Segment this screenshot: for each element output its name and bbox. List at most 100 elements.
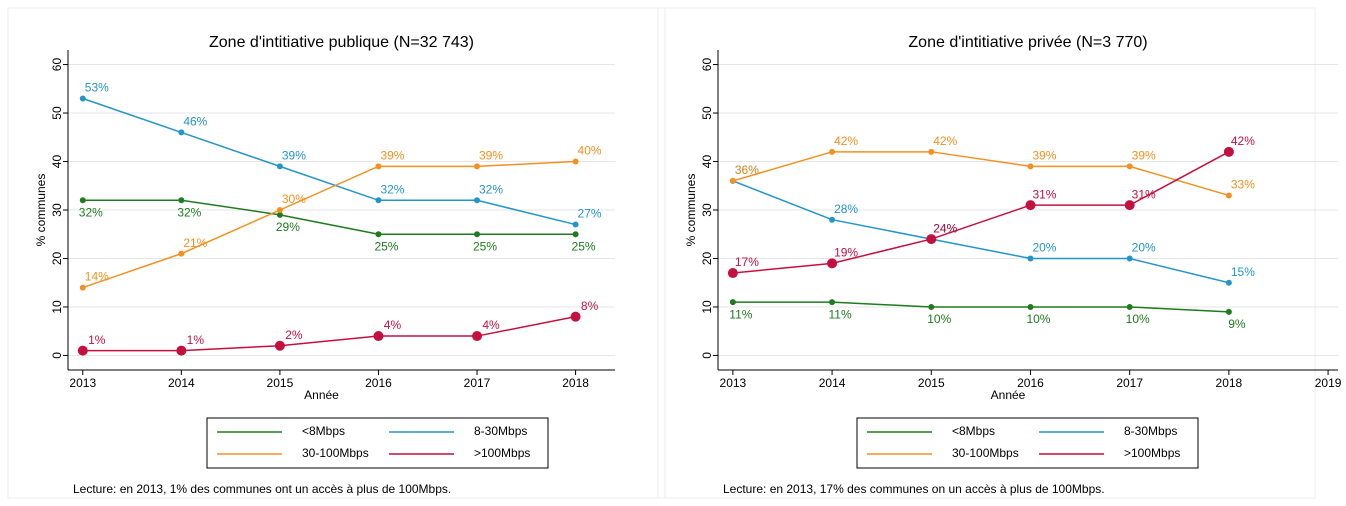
x-tick-label: 2018 [1216,376,1243,390]
point [729,177,736,184]
point [474,163,481,170]
point [79,95,86,102]
y-tick-label: 60 [50,58,64,72]
data-label: 11% [729,307,752,321]
x-tick-label: 2013 [720,376,747,390]
series-line [732,301,1229,313]
point [79,284,86,291]
data-label: 40% [578,144,602,158]
chart-title: Zone d'intitiative publique (N=32 743) [209,34,474,51]
data-label: 36% [735,163,759,177]
panel [657,7,1316,499]
data-label: 30% [282,192,306,206]
x-tick-label: 2016 [365,376,392,390]
point [727,268,738,279]
point [474,231,481,238]
data-label: 32% [380,182,404,196]
point [1126,163,1133,170]
x-tick-label: 2015 [267,376,294,390]
x-axis-label: Année [991,388,1026,402]
point [276,207,283,213]
point [827,258,838,269]
data-label: 21% [183,236,207,250]
data-label: 42% [933,134,957,148]
data-label: 14% [85,270,109,284]
data-label: 39% [479,149,503,163]
legend-box [206,417,549,469]
y-tick-label: 60 [700,58,714,72]
point [178,250,185,257]
data-label: 25% [374,239,398,253]
x-tick-label: 2019 [1315,376,1342,390]
point [829,299,836,306]
data-label: 46% [183,115,207,129]
point [1225,308,1232,315]
legend-label: <8Mbps [302,424,345,438]
data-label: 31% [1132,187,1156,201]
point [373,331,384,342]
point [276,163,283,170]
data-label: 25% [572,239,596,253]
point [572,221,579,228]
data-label: 24% [933,221,957,235]
point [375,163,382,170]
point [570,311,581,322]
x-tick-label: 2017 [1116,376,1143,390]
note: Lecture: en 2013, 1% des communes ont un… [73,482,451,496]
data-label: 20% [1032,241,1056,255]
data-label: 27% [578,207,602,221]
point [572,231,579,238]
y-tick-label: 30 [50,203,64,217]
data-label: 28% [834,202,858,216]
y-tick-label: 20 [700,251,714,265]
data-label: 4% [482,318,500,332]
data-label: 39% [1032,149,1056,163]
series-line [732,180,1230,284]
data-label: 9% [1228,317,1246,331]
y-tick-label: 10 [50,300,64,314]
point [178,129,185,136]
series-line [82,315,576,352]
series-line [732,151,1230,197]
data-label: 32% [479,182,503,196]
point [375,231,382,238]
data-label: 36% [735,163,759,177]
data-label: 17% [735,255,759,269]
point [928,303,935,310]
series-line [82,199,576,235]
x-tick-label: 2014 [819,376,846,390]
legend-label: >100Mbps [474,446,530,460]
x-tick-label: 2013 [69,376,96,390]
y-axis-label: % communes [34,174,48,247]
point [474,197,481,204]
data-label: 42% [1231,134,1255,148]
series-line [82,97,576,226]
series-line [732,151,1230,274]
data-label: 25% [473,239,497,253]
point [1223,146,1234,157]
point [274,340,285,351]
chart-title: Zone d'intitiative privée (N=3 770) [908,34,1147,51]
x-tick-label: 2017 [464,376,491,390]
legend-label: 8-30Mbps [474,424,527,438]
legend-label: >100Mbps [1124,446,1180,460]
data-label: 10% [927,312,951,326]
data-label: 8% [581,299,599,313]
data-label: 10% [1026,312,1050,326]
data-label: 39% [282,149,306,163]
point [1025,200,1036,211]
note: Lecture: en 2013, 17% des communes on un… [723,482,1105,496]
point [176,345,187,356]
data-label: 32% [177,205,201,219]
point [928,148,935,155]
y-tick-label: 50 [700,106,714,120]
x-tick-label: 2014 [168,376,195,390]
legend-label: <8Mbps [952,424,995,438]
point [1225,279,1232,286]
data-label: 39% [380,149,404,163]
y-tick-label: 50 [50,106,64,120]
point [178,197,185,204]
point [829,148,836,155]
data-label: 11% [829,307,852,321]
point [1027,163,1034,170]
